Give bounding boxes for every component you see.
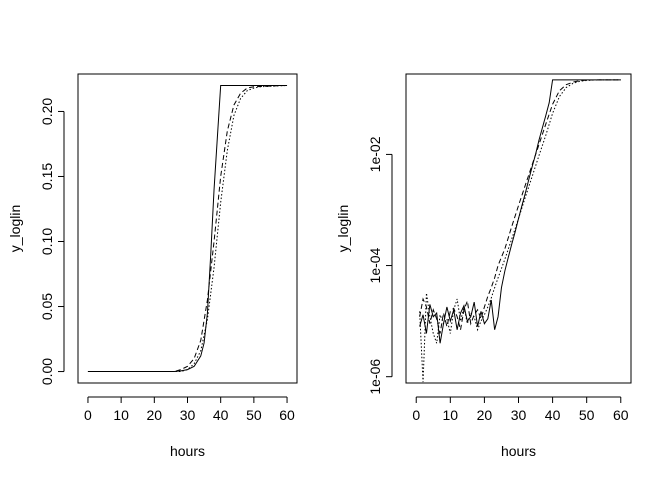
x-tick-label: 40 — [213, 407, 229, 423]
series-line-dashed — [87, 84, 288, 373]
y-tick-label: 0.00 — [39, 358, 55, 385]
y-tick-label: 1e-02 — [367, 136, 383, 172]
x-tick-label: 20 — [147, 407, 163, 423]
x-tick-label: 40 — [545, 407, 561, 423]
y-axis: 1e-06 1e-04 1e-02 y_loglin — [335, 136, 393, 395]
y-axis-title: y_loglin — [335, 205, 351, 252]
y-axis-title: y_loglin — [7, 205, 23, 252]
x-tick-label: 50 — [579, 407, 595, 423]
x-tick-label: 0 — [412, 407, 420, 423]
y-tick-label: 0.15 — [39, 163, 55, 190]
series-line-solid — [87, 84, 288, 373]
x-tick-label: 10 — [443, 407, 459, 423]
x-axis: 0 10 20 30 40 50 60 hours — [412, 396, 629, 459]
x-tick-label: 60 — [613, 407, 629, 423]
x-tick-label: 50 — [246, 407, 262, 423]
plot-frame — [77, 73, 298, 384]
y-tick-label: 0.05 — [39, 293, 55, 320]
series-line-dotted — [419, 79, 621, 383]
x-axis-title: hours — [501, 443, 536, 459]
x-tick-label: 30 — [180, 407, 196, 423]
x-tick-label: 60 — [279, 407, 295, 423]
plot-frame — [405, 73, 632, 384]
x-axis-title: hours — [170, 443, 205, 459]
x-tick-label: 20 — [477, 407, 493, 423]
y-tick-label: 0.10 — [39, 228, 55, 255]
series-line-dotted — [87, 84, 288, 373]
y-axis: 0.00 0.05 0.10 0.15 0.20 y_loglin — [7, 98, 65, 385]
x-axis: 0 10 20 30 40 50 60 hours — [84, 396, 295, 459]
x-tick-label: 10 — [113, 407, 129, 423]
x-tick-label: 30 — [511, 407, 527, 423]
y-tick-label: 1e-04 — [367, 247, 383, 283]
y-tick-label: 1e-06 — [367, 359, 383, 395]
series-line-dashed — [419, 79, 621, 334]
plot-panel-2: 0 10 20 30 40 50 60 hours 1e-06 1e-04 1e-02 y_logli… — [335, 73, 632, 459]
x-tick-label: 0 — [84, 407, 92, 423]
series-line-solid — [419, 79, 621, 344]
plot-panel-1: 0 10 20 30 40 50 60 hours 0.00 0.05 0.10 0.15 0.20 y_… — [7, 73, 298, 459]
y-tick-label: 0.20 — [39, 98, 55, 125]
